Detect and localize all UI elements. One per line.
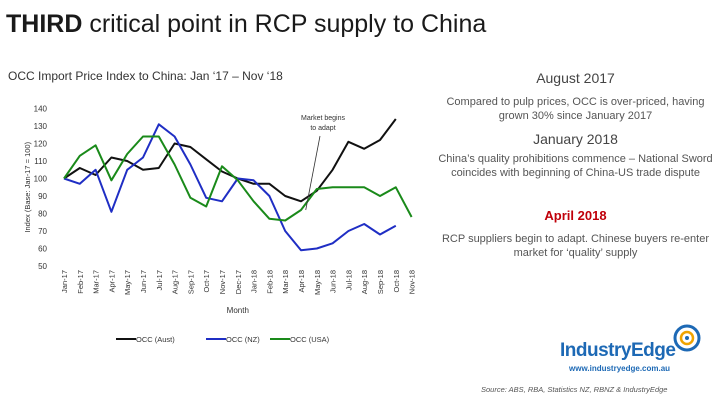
legend-label: OCC (NZ) (226, 335, 260, 344)
legend-label: OCC (Aust) (136, 335, 175, 344)
x-tick-label: Sep-17 (186, 270, 195, 294)
x-tick-label: Nov-18 (408, 270, 417, 294)
x-tick-label: Feb-17 (76, 270, 85, 294)
x-tick-label: Aug-17 (171, 270, 180, 294)
y-tick-label: 90 (38, 192, 47, 201)
x-tick-label: Jun-18 (329, 270, 338, 293)
y-tick-label: 50 (38, 262, 47, 271)
x-tick-label: Mar-17 (92, 270, 101, 294)
x-tick-label: Sep-18 (376, 270, 385, 294)
logo-name: IndustryEdge (560, 340, 676, 361)
x-tick-label: Jan-17 (60, 270, 69, 293)
x-tick-label: Jul-17 (155, 270, 164, 290)
y-tick-label: 120 (34, 140, 48, 149)
panel-august-2017: August 2017 (438, 70, 713, 86)
panel-january-2018: January 2018 (438, 131, 713, 147)
series-line-occ-usa- (63, 135, 413, 222)
x-tick-label: May-17 (123, 270, 132, 295)
logo-url: www.industryedge.com.au (569, 364, 671, 373)
page-title: THIRD critical point in RCP supply to Ch… (6, 10, 487, 38)
y-tick-label: 130 (34, 122, 48, 131)
annotation-arrow (305, 135, 321, 211)
x-tick-label: Dec-17 (234, 270, 243, 294)
chart-title: OCC Import Price Index to China: Jan ‘17… (8, 69, 283, 83)
source-note: Source: ABS, RBA, Statistics NZ, RBNZ & … (481, 385, 668, 394)
x-tick-label: Jun-17 (139, 270, 148, 293)
panel-text: Compared to pulp prices, OCC is over-pri… (446, 96, 705, 122)
y-tick-label: 100 (34, 175, 48, 184)
panel-text: RCP suppliers begin to adapt. Chinese bu… (441, 233, 709, 259)
panel-heading: August 2017 (536, 70, 615, 86)
panel-heading: April 2018 (544, 208, 607, 223)
annotation-label: to adapt (310, 125, 335, 132)
x-tick-label: Jan-18 (250, 270, 259, 293)
industryedge-logo-icon (673, 324, 701, 352)
panel-april-2018: April 2018 (438, 208, 713, 223)
x-tick-label: Apr-17 (107, 270, 116, 293)
annotation-label: Market begins (301, 115, 345, 122)
y-tick-label: 70 (38, 227, 47, 236)
x-tick-label: May-18 (313, 270, 322, 295)
x-tick-label: Mar-18 (281, 270, 290, 294)
x-tick-label: Nov-17 (218, 270, 227, 294)
panel-text: China’s quality prohibitions commence – … (438, 153, 713, 179)
x-axis-label: Month (227, 306, 249, 315)
series-line-occ-aust- (63, 118, 397, 203)
x-tick-label: Jul-18 (344, 270, 353, 290)
x-tick-label: Aug-18 (360, 270, 369, 294)
x-tick-label: Apr-18 (297, 270, 306, 293)
y-tick-label: 60 (38, 245, 47, 254)
occ-price-chart: 50 60 70 80 90 100 110 120 130 140 Index (Base: Ja… (23, 105, 417, 345)
y-tick-label: 140 (34, 105, 48, 114)
y-tick-label: 110 (34, 157, 47, 166)
x-tick-label: Feb-18 (265, 270, 274, 294)
y-tick-label: 80 (38, 210, 47, 219)
x-tick-label: Oct-17 (202, 270, 211, 293)
series-line-occ-nz- (63, 123, 397, 252)
y-axis-label: Index (Base: Jan-17 = 100) (23, 141, 32, 232)
panel-heading: January 2018 (533, 131, 618, 147)
x-tick-label: Oct-18 (392, 270, 401, 293)
legend-label: OCC (USA) (290, 335, 330, 344)
